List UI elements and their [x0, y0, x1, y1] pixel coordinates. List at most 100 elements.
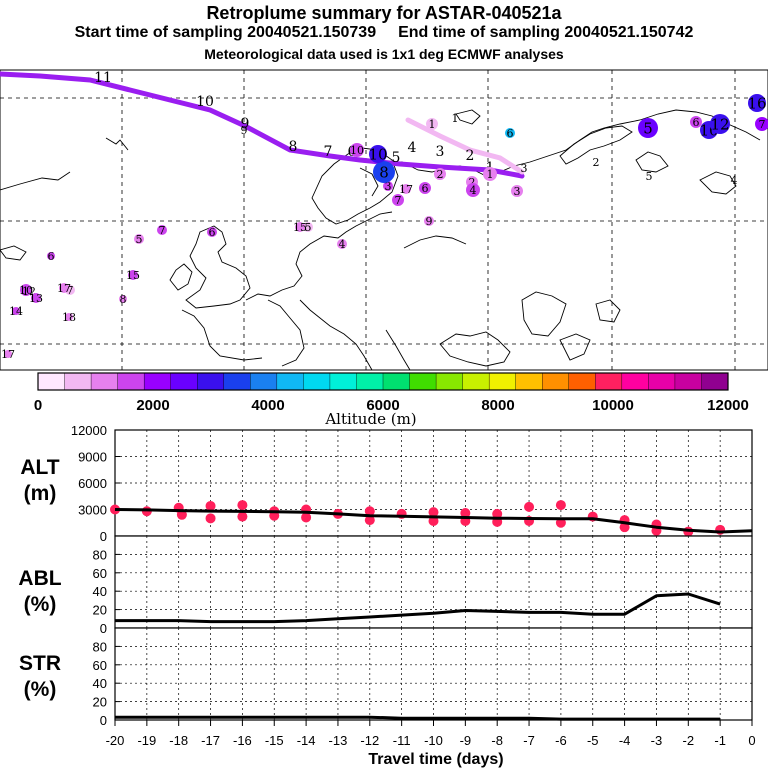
cluster-marker	[690, 116, 702, 128]
cluster-marker	[12, 307, 20, 315]
cluster-label: 5	[136, 233, 143, 246]
colorbar-cell	[701, 372, 729, 391]
cluster-label: 2	[469, 176, 476, 189]
y-tick-label: 0	[100, 621, 107, 636]
alt-scatter-point	[555, 500, 566, 511]
trajectory-day-label: 5	[392, 150, 401, 166]
cluster-label: 6	[48, 250, 55, 263]
alt-scatter-point	[176, 509, 187, 520]
cluster-label: 10	[350, 144, 364, 157]
alt-scatter-point	[428, 515, 439, 526]
cluster-marker	[350, 143, 364, 157]
cluster-marker	[466, 183, 480, 197]
cluster-label: 9	[426, 215, 433, 228]
colorbar-cell	[435, 372, 464, 391]
colorbar-cell	[409, 372, 437, 391]
panel-ylabel: (%)	[24, 593, 57, 616]
cluster-marker	[710, 114, 730, 134]
cluster-label: 17	[399, 183, 413, 196]
y-tick-label: 40	[93, 676, 107, 691]
altitude-colorbar: 0 2000 4000 6000 8000 10000 12000 Altitude (m)	[34, 372, 749, 428]
x-tick-label: -9	[460, 733, 472, 748]
y-tick-label: 80	[93, 547, 107, 562]
colorbar-cell	[488, 372, 517, 391]
cluster-marker	[392, 194, 404, 206]
cluster-label: 6	[422, 182, 429, 195]
colorbar-cell	[197, 372, 225, 391]
cluster-label: 5	[646, 170, 653, 183]
cluster-label: 6	[507, 127, 514, 140]
cluster-marker	[369, 145, 387, 163]
cluster-marker	[47, 252, 55, 260]
series-line-alt	[114, 508, 753, 534]
alt-scatter-point	[301, 512, 312, 523]
panel-ylabel: ABL	[18, 567, 61, 590]
trajectory-day-label: 9	[241, 116, 250, 132]
cluster-label: 7	[759, 118, 766, 131]
time-series-panels: 030006000900012000ALT(m)020406080ABL(%)0…	[18, 423, 753, 728]
colorbar-cell	[90, 372, 119, 391]
colorbar-cell	[674, 372, 702, 391]
colorbar-cell	[382, 372, 411, 391]
map-frame	[0, 69, 768, 371]
x-tick-label: -20	[106, 733, 125, 748]
colorbar-cell	[329, 372, 357, 391]
cluster-marker	[483, 167, 497, 181]
alt-scatter-point	[555, 517, 566, 528]
cluster-label: 4	[470, 184, 477, 197]
cluster-marker	[128, 270, 138, 280]
x-tick-label: -16	[233, 733, 252, 748]
cluster-label: 7	[67, 284, 74, 297]
trajectory-day-label: 3	[436, 144, 445, 160]
x-tick-label: -19	[137, 733, 156, 748]
cluster-marker	[207, 227, 217, 237]
colorbar-tick-label: 0	[34, 397, 42, 414]
x-tick-label: -12	[360, 733, 379, 748]
colorbar-frame	[37, 372, 729, 391]
x-tick-label: -7	[523, 733, 535, 748]
colorbar-tick-label: 2000	[136, 397, 169, 414]
colorbar-tick-label: 4000	[251, 397, 284, 414]
colorbar-tick-label: 8000	[481, 397, 514, 414]
cluster-marker	[424, 216, 434, 226]
cluster-label: 12	[710, 115, 729, 133]
cluster-label: 4	[731, 174, 738, 187]
cluster-label: 7	[395, 194, 402, 207]
cluster-label: 6	[693, 116, 700, 129]
cluster-label: 2	[593, 156, 600, 169]
cluster-marker	[401, 184, 411, 194]
y-tick-label: 6000	[78, 476, 107, 491]
x-tick-label: -14	[297, 733, 316, 748]
cluster-label: 16	[747, 94, 766, 112]
alt-scatter-point	[524, 501, 535, 512]
cluster-label: 2	[437, 168, 444, 181]
colorbar-tick-labels: 0 2000 4000 6000 8000 10000 12000	[34, 397, 749, 414]
cluster-label: 3	[385, 180, 392, 193]
series-line-abl	[115, 592, 721, 624]
x-tick-label: -2	[683, 733, 695, 748]
cluster-marker	[419, 182, 431, 194]
x-tick-label: -4	[619, 733, 631, 748]
cluster-marker	[303, 222, 313, 232]
y-tick-label: 0	[100, 529, 107, 544]
alt-scatter-point	[364, 506, 375, 517]
colorbar-cells	[37, 372, 729, 391]
cluster-marker	[59, 283, 69, 293]
colorbar-cell	[170, 372, 198, 391]
x-tick-label: -3	[651, 733, 663, 748]
alt-scatter-point	[237, 511, 248, 522]
colorbar-title: Altitude (m)	[324, 410, 416, 428]
cluster-marker	[748, 94, 766, 112]
cluster-label: 15	[126, 269, 140, 282]
colorbar-cell	[568, 372, 596, 391]
plume-layer: 1234567891011111222333444555566666777788…	[0, 70, 768, 361]
colorbar-cell	[621, 372, 649, 391]
y-tick-label: 80	[93, 639, 107, 654]
y-tick-label: 9000	[78, 450, 107, 465]
cluster-marker	[157, 225, 167, 235]
y-tick-label: 20	[93, 695, 107, 710]
trajectory-day-label: 11	[94, 70, 112, 86]
cluster-marker	[31, 293, 41, 303]
x-tick-label: -6	[555, 733, 567, 748]
cluster-label: 8	[120, 293, 127, 306]
